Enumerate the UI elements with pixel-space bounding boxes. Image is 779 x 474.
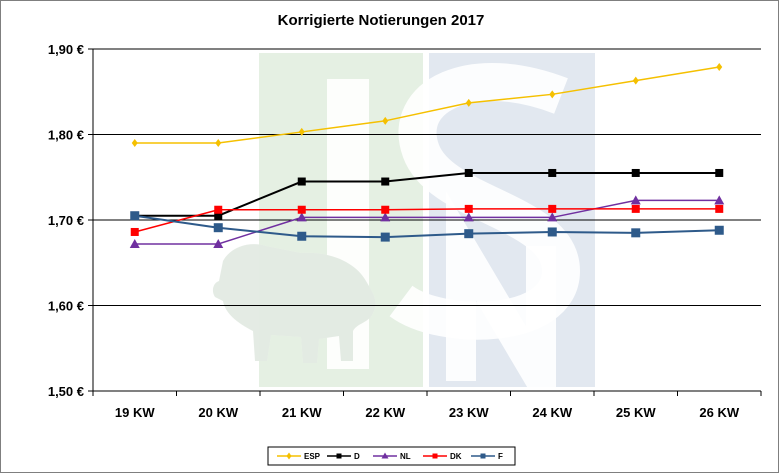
- series-group: [129, 62, 725, 248]
- x-tick-label: 19 KW: [115, 405, 155, 420]
- data-point-esp: [632, 76, 639, 85]
- x-tick-label: 26 KW: [699, 405, 739, 420]
- data-point-esp: [465, 98, 472, 107]
- y-tick-label: 1,70 €: [48, 213, 84, 228]
- data-point-d: [464, 168, 473, 177]
- data-point-f: [714, 225, 724, 235]
- series-nl: [129, 195, 725, 248]
- y-tick-label: 1,80 €: [48, 128, 84, 143]
- data-point-f: [130, 211, 140, 221]
- axes: [88, 48, 762, 396]
- data-point-f: [213, 223, 223, 233]
- legend-item-d: D: [327, 452, 360, 461]
- series-line-dk: [134, 208, 720, 233]
- data-point-dk: [715, 204, 724, 213]
- data-point-esp: [716, 62, 723, 71]
- data-point-f: [631, 228, 641, 238]
- legend: ESP D NL DK F: [267, 446, 516, 466]
- y-tick-label: 1,60 €: [48, 299, 84, 314]
- data-point-nl: [547, 212, 558, 222]
- data-point-f: [380, 232, 390, 242]
- legend-marker: [381, 452, 389, 459]
- data-point-nl: [380, 212, 391, 222]
- x-tick-label: 23 KW: [449, 405, 489, 420]
- data-point-nl: [129, 238, 140, 248]
- data-point-d: [631, 168, 640, 177]
- legend-label: NL: [400, 452, 411, 461]
- legend-marker: [480, 453, 486, 459]
- data-point-f: [464, 229, 474, 239]
- series-line-f: [134, 214, 720, 239]
- legend-label: D: [354, 452, 360, 461]
- legend-item-nl: NL: [373, 452, 411, 461]
- legend-item-f: F: [471, 452, 503, 461]
- series-esp: [131, 62, 723, 148]
- legend-label: F: [498, 452, 503, 461]
- axis-labels: 1,50 € 1,60 € 1,70 € 1,80 € 1,90 € 19 KW 20 KW…: [48, 42, 740, 420]
- x-tick-label: 24 KW: [532, 405, 572, 420]
- legend-label: DK: [450, 452, 462, 461]
- data-point-dk: [297, 205, 306, 214]
- data-point-nl: [296, 212, 307, 222]
- data-point-esp: [131, 139, 138, 148]
- x-tick-label: 21 KW: [282, 405, 322, 420]
- legend-marker: [286, 452, 292, 460]
- data-point-esp: [215, 139, 222, 148]
- data-point-esp: [549, 90, 556, 99]
- data-point-dk: [381, 205, 390, 214]
- x-tick-label: 22 KW: [365, 405, 405, 420]
- data-point-d: [715, 168, 724, 177]
- data-point-f: [547, 227, 557, 237]
- y-tick-label: 1,90 €: [48, 42, 84, 57]
- data-point-nl: [630, 195, 641, 205]
- legend-label: ESP: [304, 452, 321, 461]
- series-line-nl: [134, 199, 720, 245]
- data-point-f: [297, 231, 307, 241]
- data-point-dk: [631, 204, 640, 213]
- series-f: [130, 211, 724, 242]
- data-point-d: [214, 211, 223, 220]
- legend-item-dk: DK: [423, 452, 462, 461]
- data-point-esp: [298, 127, 305, 136]
- legend-marker: [336, 453, 342, 459]
- series-line-esp: [134, 66, 720, 144]
- y-tick-label: 1,50 €: [48, 384, 84, 399]
- data-point-esp: [382, 116, 389, 125]
- data-point-nl: [213, 238, 224, 248]
- data-point-nl: [714, 195, 725, 205]
- data-point-d: [297, 177, 306, 186]
- data-point-nl: [463, 212, 474, 222]
- data-point-dk: [464, 204, 473, 213]
- data-point-dk: [214, 205, 223, 214]
- pig-icon: [212, 244, 376, 363]
- chart-title: Korrigierte Notierungen 2017: [278, 12, 485, 29]
- data-point-dk: [548, 204, 557, 213]
- x-tick-label: 25 KW: [616, 405, 656, 420]
- data-point-d: [548, 168, 557, 177]
- legend-item-esp: ESP: [277, 452, 321, 461]
- legend-marker: [432, 453, 438, 459]
- data-point-d: [381, 177, 390, 186]
- data-point-dk: [130, 227, 139, 236]
- x-tick-label: 20 KW: [198, 405, 238, 420]
- series-dk: [130, 204, 724, 236]
